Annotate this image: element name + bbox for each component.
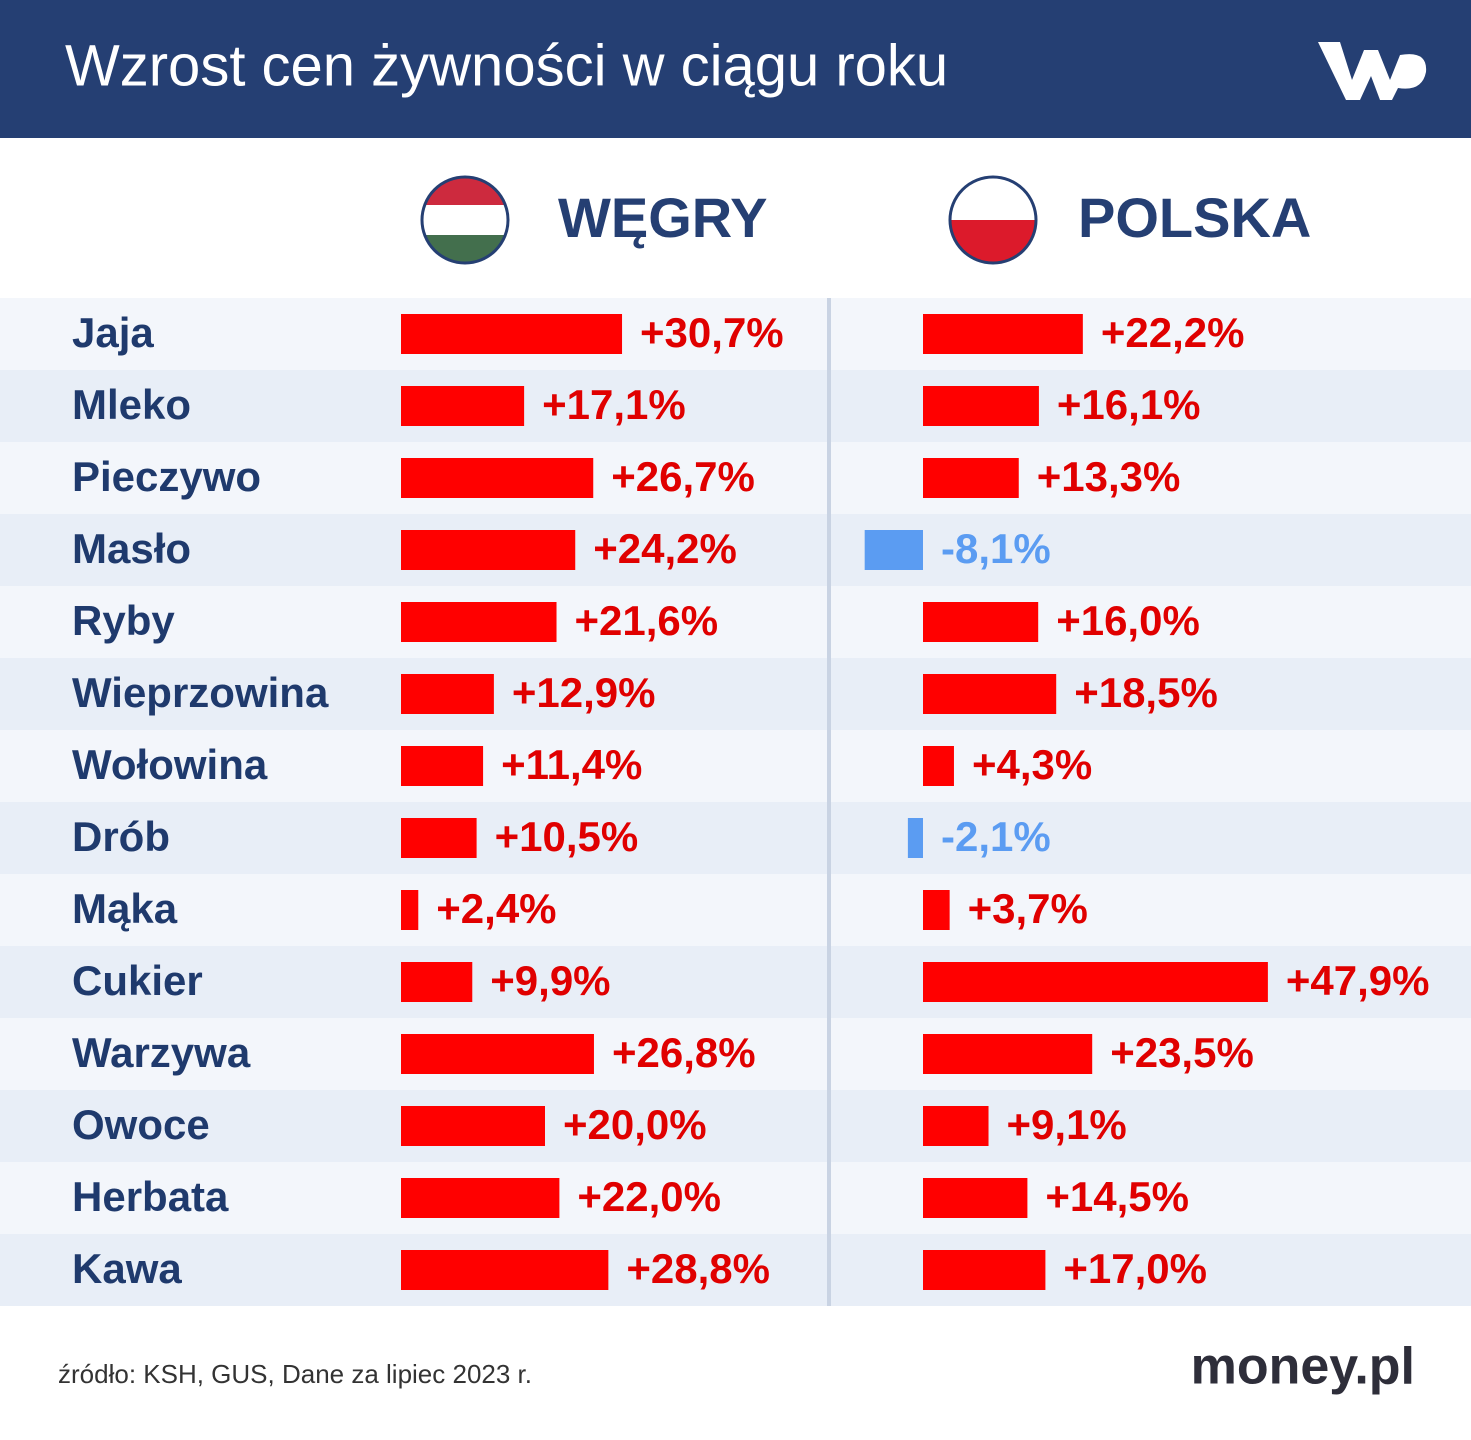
header: [0, 0, 1471, 138]
bar: [923, 674, 1057, 714]
value-label: +17,0%: [1063, 1245, 1207, 1292]
bar: [923, 1034, 1093, 1074]
row-background: [0, 874, 1471, 946]
category-label: Pieczywo: [72, 453, 261, 500]
bar: [401, 1106, 545, 1146]
bar: [864, 530, 923, 570]
bar: [923, 386, 1039, 426]
value-label: +3,7%: [968, 885, 1088, 932]
bar: [401, 1178, 560, 1218]
chart-title: Wzrost cen żywności w ciągu roku: [65, 33, 948, 98]
value-label: +2,4%: [436, 885, 556, 932]
value-label: +9,9%: [490, 957, 610, 1004]
row-background: [0, 586, 1471, 658]
value-label: +21,6%: [575, 597, 719, 644]
value-label: +22,2%: [1101, 309, 1245, 356]
row-background: [0, 1018, 1471, 1090]
category-label: Ryby: [72, 597, 175, 644]
bar: [401, 458, 594, 498]
row-background: [0, 1234, 1471, 1306]
bar: [401, 1250, 609, 1290]
bar: [923, 962, 1268, 1002]
category-label: Kawa: [72, 1245, 182, 1292]
value-label: +28,8%: [626, 1245, 770, 1292]
value-label: +16,1%: [1057, 381, 1201, 428]
bar: [923, 1250, 1046, 1290]
row-background: [0, 1090, 1471, 1162]
value-label: +14,5%: [1045, 1173, 1189, 1220]
value-label: +23,5%: [1110, 1029, 1254, 1076]
value-label: +17,1%: [542, 381, 686, 428]
bar: [923, 1178, 1028, 1218]
row-background: [0, 658, 1471, 730]
value-label: +4,3%: [972, 741, 1092, 788]
legend-label: POLSKA: [1078, 186, 1311, 249]
value-label: -8,1%: [941, 525, 1051, 572]
category-label: Owoce: [72, 1101, 210, 1148]
value-label: +18,5%: [1074, 669, 1218, 716]
value-label: +22,0%: [577, 1173, 721, 1220]
value-label: +24,2%: [593, 525, 737, 572]
bar: [401, 386, 525, 426]
value-label: +12,9%: [512, 669, 656, 716]
value-label: +13,3%: [1037, 453, 1181, 500]
bar: [401, 890, 419, 930]
bar: [401, 674, 494, 714]
row-background: [0, 370, 1471, 442]
category-label: Jaja: [72, 309, 154, 356]
bar: [923, 602, 1039, 642]
bar: [401, 602, 557, 642]
category-label: Warzywa: [72, 1029, 251, 1076]
bar: [923, 890, 950, 930]
bar: [401, 962, 473, 1002]
row-background: [0, 298, 1471, 370]
category-label: Wieprzowina: [72, 669, 329, 716]
row-background: [0, 442, 1471, 514]
row-background: [0, 730, 1471, 802]
legend-label: WĘGRY: [558, 186, 767, 249]
source: źródło: KSH, GUS, Dane za lipiec 2023 r.: [58, 1359, 532, 1389]
value-label: -2,1%: [941, 813, 1051, 860]
row-background: [0, 514, 1471, 586]
category-label: Herbata: [72, 1173, 229, 1220]
bar: [401, 530, 576, 570]
bar: [923, 1106, 989, 1146]
bar: [923, 314, 1083, 354]
value-label: +26,7%: [611, 453, 755, 500]
row-background: [0, 1162, 1471, 1234]
bar: [401, 314, 623, 354]
category-label: Cukier: [72, 957, 203, 1004]
value-label: +20,0%: [563, 1101, 707, 1148]
bar: [401, 818, 477, 858]
bar: [401, 1034, 594, 1074]
bar: [923, 458, 1019, 498]
bar: [401, 746, 484, 786]
bar: [923, 746, 954, 786]
category-label: Masło: [72, 525, 191, 572]
brand-logo: money.pl: [1191, 1338, 1415, 1396]
category-label: Mąka: [72, 885, 178, 932]
value-label: +26,8%: [612, 1029, 756, 1076]
bar: [907, 818, 923, 858]
category-label: Mleko: [72, 381, 191, 428]
value-label: +30,7%: [640, 309, 784, 356]
value-label: +47,9%: [1286, 957, 1430, 1004]
category-label: Drób: [72, 813, 170, 860]
value-label: +16,0%: [1056, 597, 1200, 644]
value-label: +11,4%: [501, 741, 642, 788]
category-label: Wołowina: [72, 741, 268, 788]
value-label: +9,1%: [1007, 1101, 1127, 1148]
row-background: [0, 802, 1471, 874]
wp-logo: [1318, 42, 1427, 100]
value-label: +10,5%: [495, 813, 639, 860]
